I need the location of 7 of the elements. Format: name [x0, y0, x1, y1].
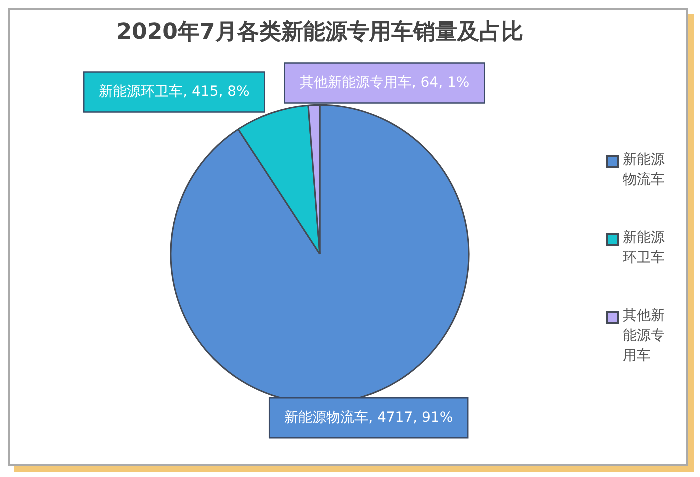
legend-label: 新能源环卫车 — [623, 229, 666, 268]
data-label: 新能源环卫车, 415, 8% — [99, 84, 250, 100]
data-label: 新能源物流车, 4717, 91% — [284, 410, 454, 426]
data-label: 其他新能源专用车, 64, 1% — [300, 74, 470, 91]
legend-label: 其他新能源专用车 — [623, 307, 666, 366]
legend-label: 新能源物流车 — [623, 151, 666, 190]
chart-title: 2020年7月各类新能源专用车销量及占比 — [116, 18, 524, 45]
